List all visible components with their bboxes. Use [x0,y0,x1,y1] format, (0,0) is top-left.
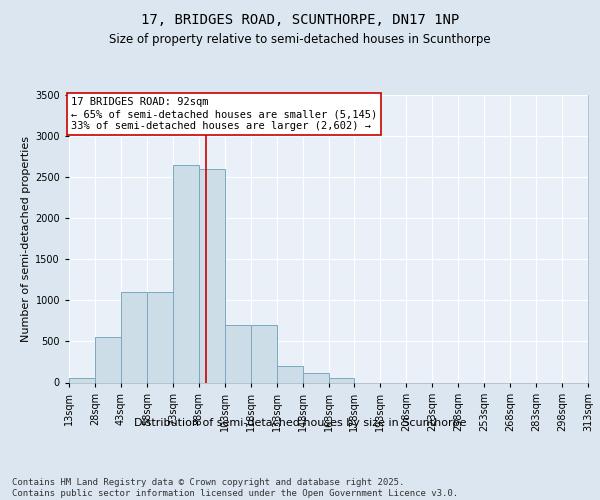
Bar [225,325,251,382]
Bar [121,292,147,382]
Text: 17 BRIDGES ROAD: 92sqm
← 65% of semi-detached houses are smaller (5,145)
33% of : 17 BRIDGES ROAD: 92sqm ← 65% of semi-det… [71,98,377,130]
Text: Contains HM Land Registry data © Crown copyright and database right 2025.
Contai: Contains HM Land Registry data © Crown c… [12,478,458,498]
Text: Size of property relative to semi-detached houses in Scunthorpe: Size of property relative to semi-detach… [109,32,491,46]
Y-axis label: Number of semi-detached properties: Number of semi-detached properties [21,136,31,342]
Bar [277,366,302,382]
Text: Distribution of semi-detached houses by size in Scunthorpe: Distribution of semi-detached houses by … [134,418,466,428]
Bar [251,325,277,382]
Bar [302,372,329,382]
Bar [173,165,199,382]
Bar [69,378,95,382]
Bar [147,292,173,382]
Bar [199,169,224,382]
Bar [329,378,355,382]
Bar [95,338,121,382]
Text: 17, BRIDGES ROAD, SCUNTHORPE, DN17 1NP: 17, BRIDGES ROAD, SCUNTHORPE, DN17 1NP [141,12,459,26]
